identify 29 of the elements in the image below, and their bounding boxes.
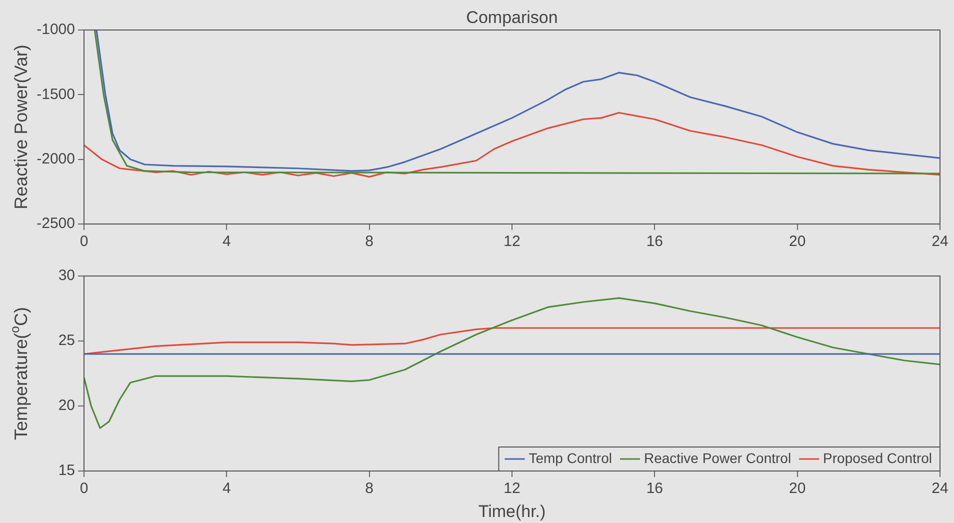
y-tick-label: 30 (58, 267, 75, 284)
chart-title: Comparison (466, 8, 558, 28)
x-tick-label: 0 (80, 233, 88, 250)
x-tick-label: 24 (932, 233, 948, 250)
legend-label: Proposed Control (823, 450, 932, 466)
legend-label: Reactive Power Control (644, 450, 792, 466)
x-tick-label: 0 (80, 480, 88, 498)
x-tick-label: 16 (646, 480, 664, 498)
x-tick-label: 12 (504, 480, 520, 498)
y-tick-label: 25 (58, 332, 75, 350)
x-tick-label: 8 (365, 233, 374, 250)
x-tick-label: 4 (222, 233, 231, 250)
x-tick-label: 8 (365, 480, 374, 498)
y-axis-title: Temperature(oC) (8, 306, 31, 440)
y-tick-label: -2000 (36, 150, 75, 168)
x-tick-label: 20 (788, 480, 806, 498)
y-axis-title: Reactive Power(Var) (10, 44, 31, 210)
y-tick-label: -2500 (36, 215, 75, 232)
y-tick-label: 15 (58, 462, 75, 480)
y-tick-label: -1500 (36, 86, 75, 103)
x-tick-label: 20 (788, 233, 806, 250)
x-tick-label: 12 (504, 233, 520, 250)
legend-label: Temp Control (528, 450, 612, 466)
x-axis-title: Time(hr.) (478, 502, 546, 522)
y-tick-label: 20 (58, 397, 75, 414)
y-tick-label: -1000 (36, 21, 75, 38)
x-tick-label: 16 (646, 233, 664, 250)
x-tick-label: 24 (932, 480, 948, 498)
x-tick-label: 4 (222, 480, 231, 498)
